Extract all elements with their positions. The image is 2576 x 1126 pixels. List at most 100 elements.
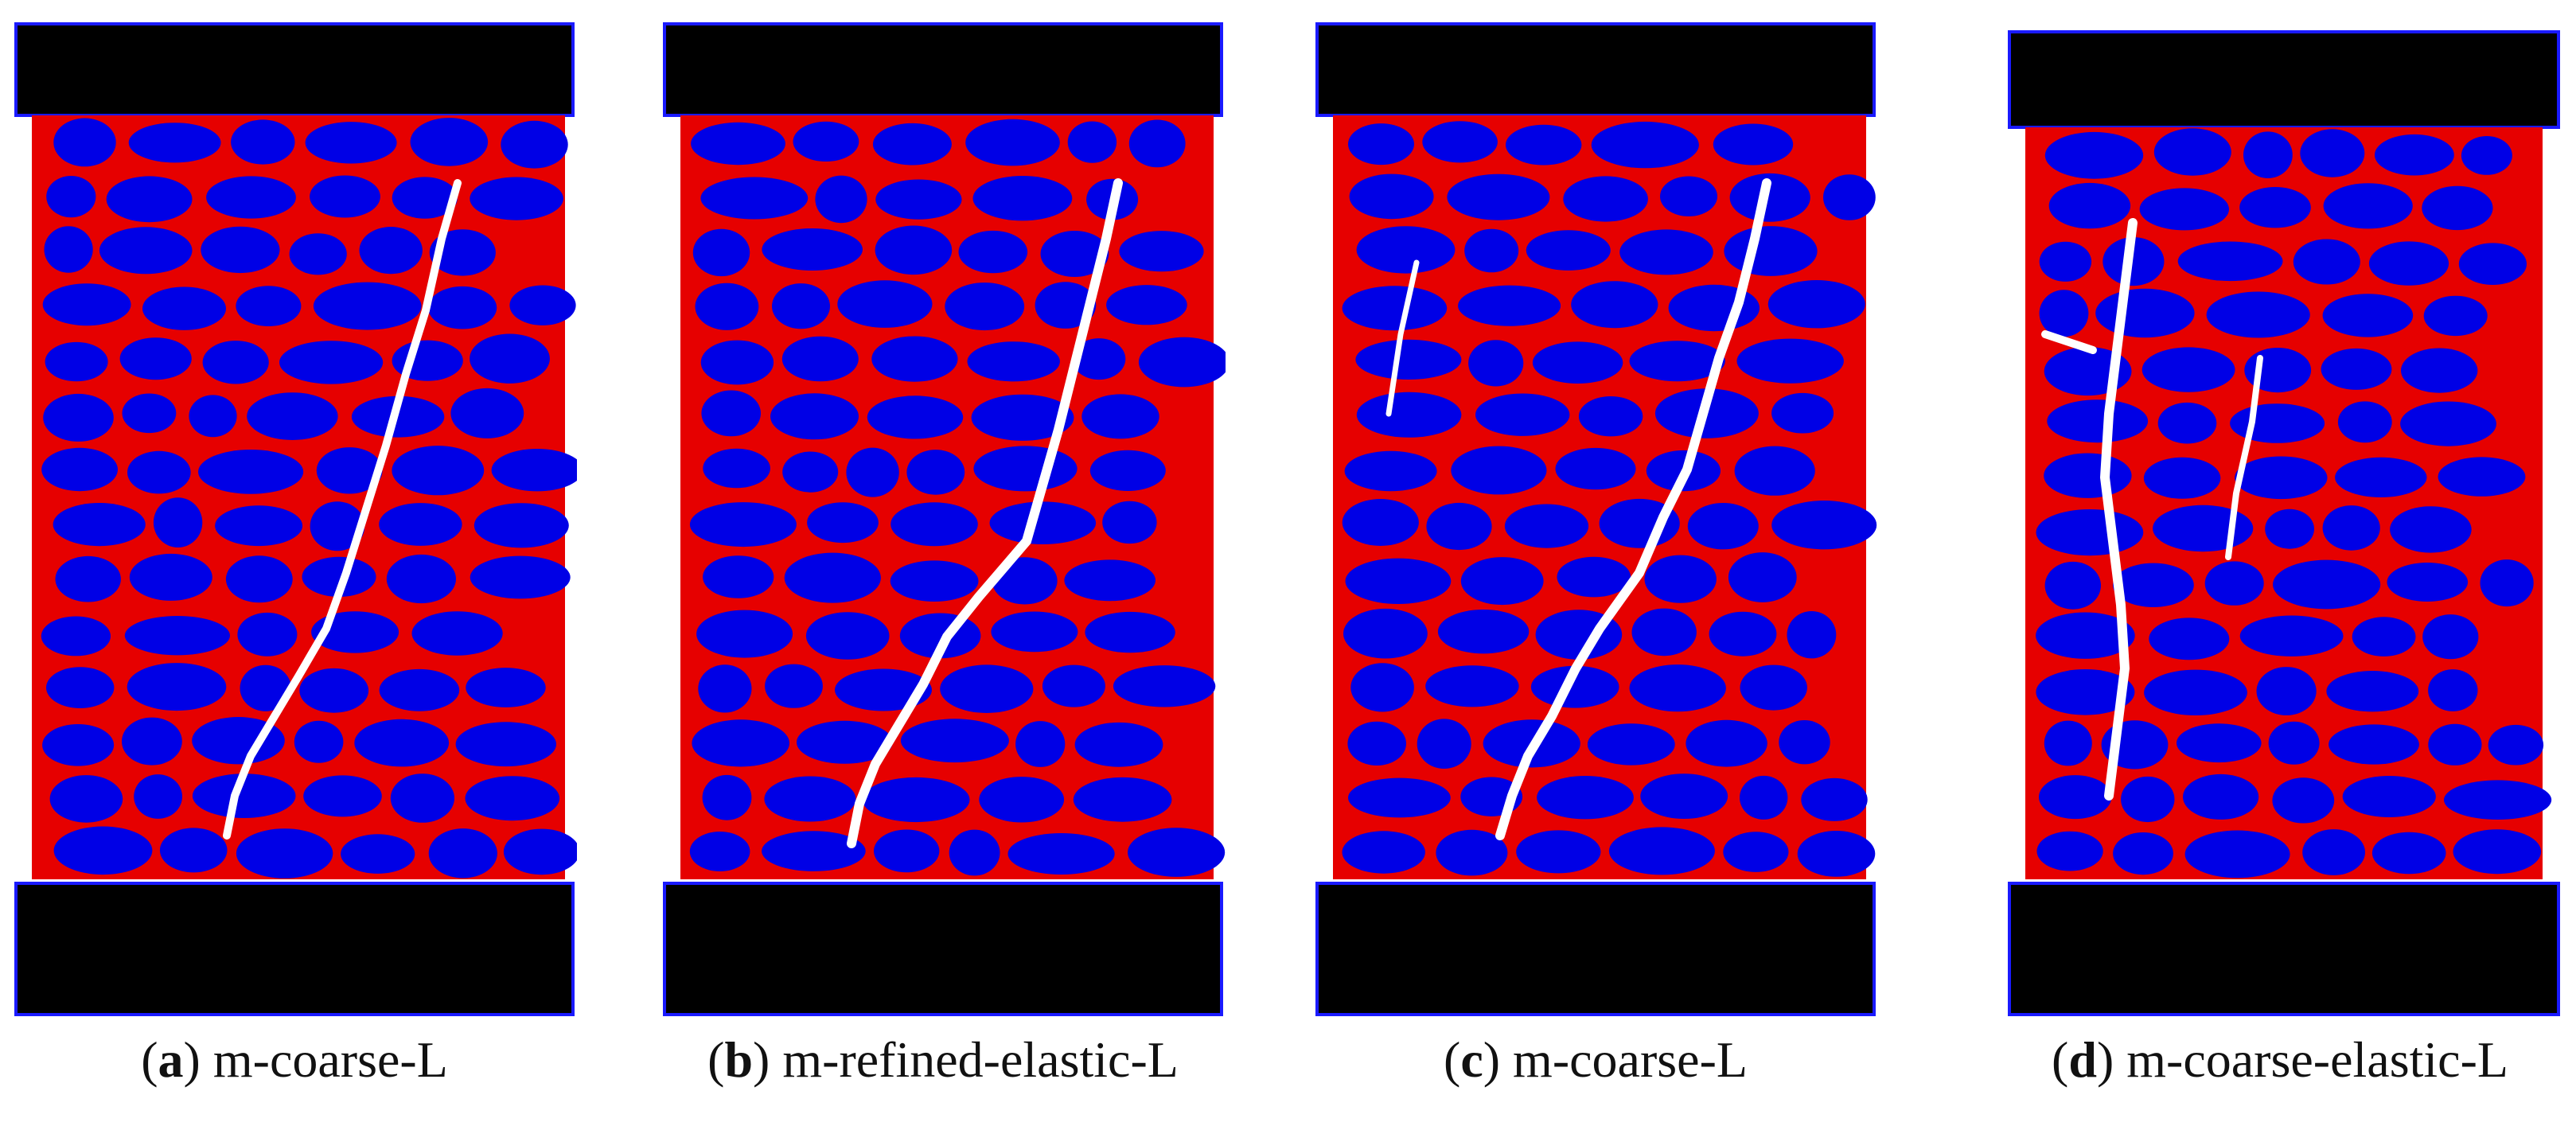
- aggregate: [1506, 124, 1582, 166]
- bottom-platen: [1315, 882, 1876, 1016]
- aggregate: [781, 336, 859, 382]
- aggregate: [2272, 777, 2335, 824]
- aggregate: [45, 341, 108, 382]
- aggregate: [2143, 457, 2221, 499]
- aggregate: [890, 502, 978, 547]
- aggregate: [1771, 501, 1877, 550]
- aggregate: [305, 122, 397, 164]
- aggregate: [2036, 831, 2103, 871]
- aggregate: [1089, 450, 1166, 492]
- aggregate: [106, 176, 193, 223]
- aggregate: [55, 555, 121, 602]
- aggregate: [379, 503, 462, 546]
- aggregate: [1571, 281, 1658, 329]
- aggregate: [1557, 556, 1631, 598]
- aggregate: [696, 610, 793, 658]
- aggregate: [971, 394, 1074, 441]
- aggregate: [1740, 775, 1788, 820]
- aggregate: [2428, 723, 2482, 766]
- aggregate: [247, 392, 338, 440]
- aggregate: [2322, 505, 2380, 551]
- aggregate: [45, 667, 115, 708]
- aggregate: [2048, 182, 2131, 229]
- aggregate: [41, 616, 111, 657]
- aggregate: [1709, 611, 1777, 657]
- crack-secondary: [2041, 330, 2097, 354]
- aggregate: [764, 776, 856, 822]
- aggregate: [2044, 720, 2092, 766]
- top-platen: [663, 22, 1223, 117]
- aggregate: [701, 390, 761, 437]
- aggregate: [1119, 231, 1204, 272]
- aggregate: [201, 226, 280, 274]
- aggregate: [875, 179, 962, 220]
- aggregate: [700, 177, 809, 220]
- aggregate: [2488, 724, 2544, 766]
- aggregate: [991, 611, 1078, 653]
- aggregate: [1660, 176, 1717, 216]
- aggregate: [772, 283, 830, 329]
- aggregate: [236, 286, 302, 326]
- aggregate: [805, 612, 890, 660]
- aggregate: [2444, 780, 2552, 820]
- aggregate: [1787, 611, 1837, 659]
- aggregate: [1344, 450, 1437, 492]
- aggregate: [871, 336, 958, 382]
- aggregate: [311, 611, 399, 653]
- aggregate: [127, 663, 227, 711]
- aggregate: [2036, 669, 2135, 715]
- aggregate: [1464, 228, 1519, 273]
- aggregate: [2177, 241, 2283, 282]
- aggregate: [2375, 134, 2454, 176]
- aggregate: [1436, 829, 1508, 876]
- aggregate: [1138, 337, 1226, 388]
- aggregate: [2177, 723, 2262, 763]
- aggregate: [689, 502, 797, 547]
- aggregate: [1348, 123, 1414, 166]
- aggregate: [474, 503, 569, 548]
- aggregate: [1475, 393, 1570, 436]
- aggregate: [967, 341, 1060, 382]
- aggregate: [202, 341, 269, 384]
- aggregate: [2141, 347, 2235, 392]
- aggregate: [1516, 830, 1601, 874]
- caption-label: m-coarse-L: [212, 1031, 448, 1088]
- aggregate: [428, 286, 497, 329]
- aggregate: [1417, 719, 1471, 769]
- aggregate: [2387, 563, 2469, 602]
- aggregate: [702, 774, 752, 820]
- crack-secondary: [1385, 259, 1420, 417]
- aggregate: [428, 828, 497, 879]
- aggregate: [835, 668, 932, 711]
- aggregate: [940, 664, 1034, 713]
- aggregate: [2039, 241, 2092, 282]
- aggregate: [2323, 183, 2413, 229]
- aggregate: [1458, 285, 1561, 326]
- aggregate: [1106, 285, 1187, 325]
- aggregate: [1042, 664, 1105, 707]
- aggregate: [237, 612, 298, 657]
- aggregate: [313, 282, 422, 330]
- aggregate: [2453, 829, 2542, 875]
- aggregate: [2422, 185, 2493, 231]
- aggregate: [1343, 608, 1428, 659]
- crack: [847, 178, 1123, 848]
- aggregate: [2352, 617, 2416, 657]
- caption-letter: a: [158, 1031, 184, 1088]
- aggregate: [503, 828, 577, 875]
- aggregate: [846, 447, 899, 497]
- aggregate: [945, 282, 1025, 331]
- aggregate: [470, 177, 563, 220]
- aggregate: [2265, 508, 2314, 549]
- aggregate: [1356, 226, 1456, 274]
- aggregate: [410, 118, 489, 166]
- panel-b: (b) m-refined-elastic-L: [661, 0, 1226, 1126]
- aggregate: [2458, 243, 2527, 286]
- caption-label: m-coarse-elastic-L: [2126, 1031, 2508, 1088]
- aggregate: [949, 829, 1000, 876]
- aggregate: [2153, 505, 2254, 552]
- aggregate: [2036, 509, 2144, 556]
- aggregate: [1437, 610, 1530, 654]
- specimen-body: [1333, 115, 1877, 879]
- aggregate: [49, 775, 123, 823]
